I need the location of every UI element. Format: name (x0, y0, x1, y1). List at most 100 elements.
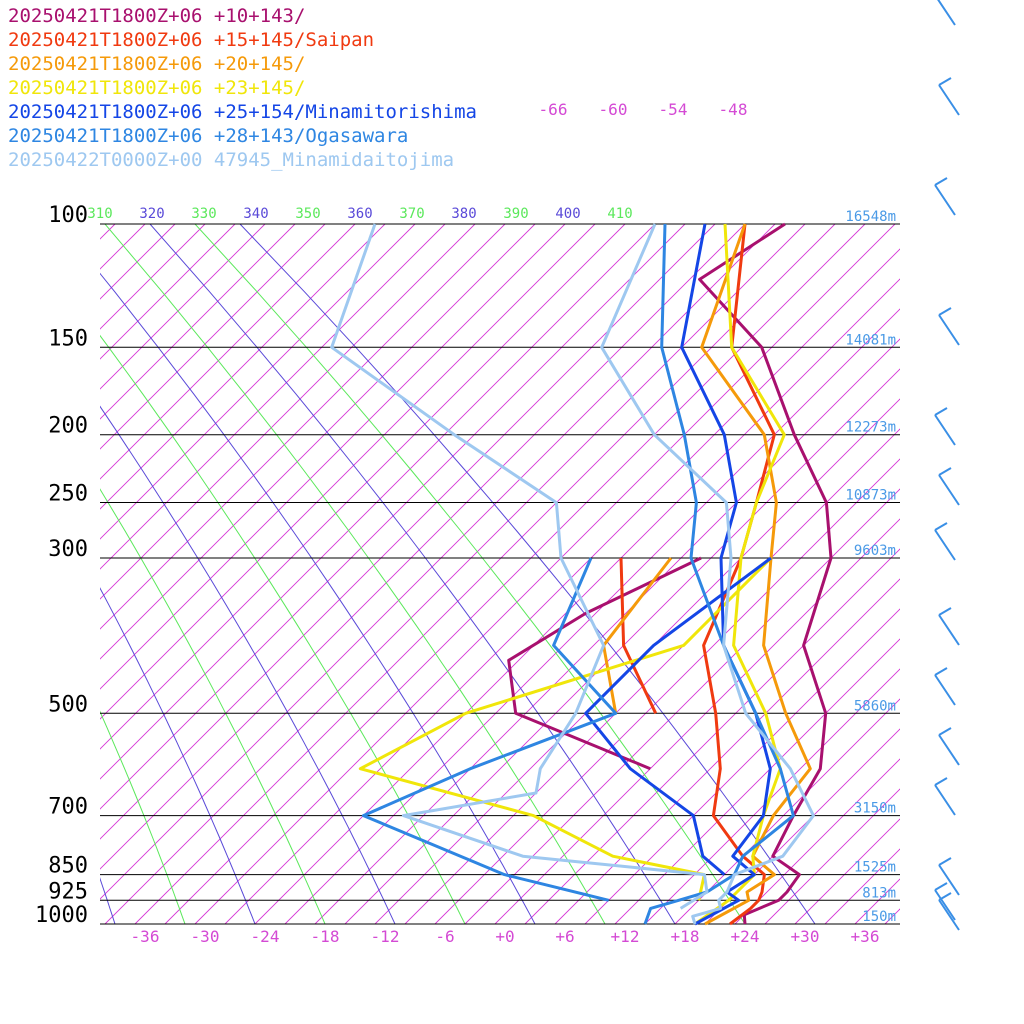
isotherm-line (0, 224, 55, 924)
isotherm-line (100, 224, 506, 630)
isotherm-line (224, 248, 900, 924)
isotherm-line (100, 224, 236, 360)
theta-e-curve (100, 272, 536, 924)
height-label: 16548m (845, 209, 896, 225)
dewpoint-profile-line (358, 556, 773, 901)
legend-entry: 20250421T1800Z+06 +28+143/Ogasawara (8, 125, 409, 147)
height-label: 813m (862, 885, 896, 901)
theta-e-curve (100, 710, 186, 924)
isotherm-line (434, 458, 900, 924)
height-label: 10873m (845, 488, 896, 504)
temperature-profile-line (700, 223, 812, 926)
dewpoint-profile-line (602, 557, 673, 714)
temperature-profile-line (600, 223, 815, 925)
isotherm-line (794, 818, 900, 924)
theta-e-label: 400 (555, 206, 580, 222)
temperature-profile-line (680, 223, 772, 926)
pressure-label: 100 (48, 203, 88, 228)
isotherm-line (100, 224, 536, 660)
temperature-tick-label: +30 (791, 927, 820, 946)
isotherm-line (100, 224, 326, 450)
dewpoint-profile-line (507, 556, 702, 771)
upper-temperature-tick-label: -48 (719, 100, 748, 119)
isotherm-line (100, 224, 386, 510)
isotherm-line (494, 518, 900, 924)
dewpoint-profile-line (330, 223, 709, 910)
temperature-tick-label: +6 (555, 927, 574, 946)
legend-entry: 20250421T1800Z+06 +25+154/Minamitorishim… (8, 101, 477, 123)
isotherm-line (254, 278, 900, 924)
isotherm-line (524, 548, 900, 924)
theta-e-label: 380 (451, 206, 476, 222)
wind-barb-icon (938, 857, 960, 896)
wind-barb-icon (934, 777, 956, 816)
isotherm-line (100, 224, 356, 480)
temperature-tick-label: -6 (435, 927, 454, 946)
wind-barb-icon (937, 0, 956, 26)
theta-e-label: 330 (191, 206, 216, 222)
theta-e-curve (100, 587, 256, 924)
isotherm-line (344, 368, 900, 924)
theta-e-label: 370 (399, 206, 424, 222)
wind-barb-icon (938, 77, 960, 116)
isotherm-line (100, 224, 296, 420)
isotherm-line (374, 398, 900, 924)
temperature-tick-label: -18 (311, 927, 340, 946)
temperature-tick-label: +24 (731, 927, 760, 946)
temperature-profile-line (694, 223, 786, 926)
theta-e-label: 350 (295, 206, 320, 222)
temperature-profile-line (643, 223, 795, 925)
temperature-tick-label: +12 (611, 927, 640, 946)
pressure-label: 700 (48, 795, 88, 820)
temperature-tick-label: -12 (371, 927, 400, 946)
isotherm-line (194, 224, 896, 924)
isotherm-line (644, 668, 900, 924)
isotherm-line (764, 788, 900, 924)
height-label: 150m (862, 909, 896, 925)
pressure-label: 500 (48, 692, 88, 717)
isotherm-line (734, 758, 900, 924)
pressure-label: 150 (48, 326, 88, 351)
isotherm-line (614, 638, 900, 924)
isotherm-line (284, 308, 900, 924)
isotherm-line (100, 224, 656, 780)
height-label: 9603m (854, 543, 896, 559)
isotherm-line (100, 224, 596, 720)
temperature-tick-label: -24 (251, 927, 280, 946)
isotherm-line (100, 224, 746, 870)
theta-e-label: 360 (347, 206, 372, 222)
dewpoint-profile-line (619, 557, 658, 714)
theta-e-label: 390 (503, 206, 528, 222)
temperature-tick-label: -36 (131, 927, 160, 946)
upper-temperature-tick-label: -54 (659, 100, 688, 119)
temperature-tick-label: +36 (851, 927, 880, 946)
temperature-profile-line (698, 222, 833, 925)
wind-barb-icon (938, 307, 960, 346)
isotherm-line (464, 488, 900, 924)
theta-e-label: 310 (87, 206, 112, 222)
isotherm-line (134, 224, 836, 924)
isotherm-line (100, 224, 626, 750)
isotherm-line (164, 224, 866, 924)
pressure-label: 250 (48, 482, 88, 507)
theta-e-label: 320 (139, 206, 164, 222)
isotherm-line (824, 848, 900, 924)
isotherm-line (704, 728, 900, 924)
pressure-label: 850 (48, 854, 88, 879)
legend-entry: 20250421T1800Z+06 +20+145/ (8, 53, 306, 75)
isotherm-line (104, 224, 806, 924)
upper-temperature-tick-label: -66 (539, 100, 568, 119)
isotherm-line (100, 224, 446, 570)
theta-e-curve (0, 224, 45, 924)
chart-legend: 20250421T1800Z+06 +10+143/20250421T1800Z… (8, 4, 477, 172)
pressure-label: 1000 (35, 903, 88, 928)
wind-barb-icon (934, 667, 956, 706)
pressure-label: 925 (48, 879, 88, 904)
height-label: 14081m (845, 332, 896, 348)
isotherm-line (100, 224, 206, 330)
legend-entry: 20250422T0000Z+00 47945_Minamidaitojima (8, 149, 455, 171)
wind-barb-icon (938, 607, 960, 646)
height-label: 1525m (854, 860, 896, 876)
temperature-tick-label: +18 (671, 927, 700, 946)
